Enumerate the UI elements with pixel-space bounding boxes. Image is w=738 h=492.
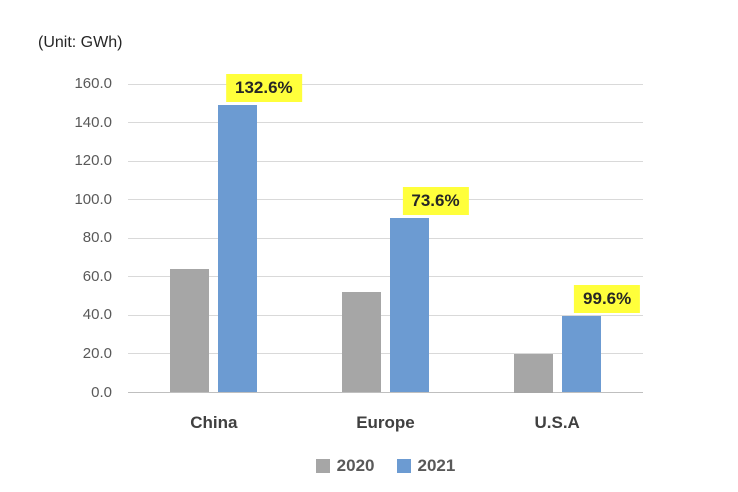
growth-label-china: 132.6% — [225, 73, 302, 102]
gridline — [128, 83, 643, 85]
gridline — [128, 122, 643, 124]
gridline — [128, 237, 643, 239]
category-label-usa: U.S.A — [534, 412, 580, 432]
y-axis-tick-label: 40.0 — [82, 306, 112, 324]
gridline — [128, 199, 643, 201]
gridline — [128, 276, 643, 278]
y-axis-tick-label: 140.0 — [74, 113, 112, 131]
bar-2021-europe — [390, 218, 429, 393]
y-axis-tick-label: 0.0 — [91, 383, 112, 401]
x-axis-line — [128, 392, 643, 393]
legend-item-2020: 2020 — [315, 456, 375, 476]
y-axis-tick-label: 100.0 — [74, 190, 112, 208]
legend-label-2021: 2021 — [417, 456, 456, 475]
legend-item-2021: 2021 — [396, 456, 456, 476]
legend: 2020 2021 — [128, 456, 643, 476]
y-axis-tick-label: 80.0 — [82, 229, 112, 247]
bar-2021-usa — [561, 315, 601, 393]
category-label-europe: Europe — [356, 412, 415, 432]
gridline — [128, 353, 643, 355]
gridline — [128, 314, 643, 316]
legend-swatch-2020 — [315, 459, 330, 473]
bar-2021-china — [218, 104, 258, 393]
y-axis-tick-label: 20.0 — [82, 344, 112, 362]
y-axis-tick-label: 120.0 — [74, 152, 112, 170]
bar-2020-europe — [342, 292, 381, 393]
bar-2020-usa — [513, 353, 553, 393]
unit-label: (Unit: GWh) — [38, 34, 123, 51]
gridline — [128, 160, 643, 162]
growth-label-usa: 99.6% — [574, 284, 641, 313]
category-label-china: China — [190, 412, 238, 432]
legend-swatch-2021 — [396, 459, 411, 473]
legend-label-2020: 2020 — [336, 456, 375, 475]
bar-2020-china — [170, 268, 210, 393]
y-axis-tick-label: 160.0 — [74, 75, 112, 92]
y-axis-tick-label: 60.0 — [82, 267, 112, 285]
growth-label-europe: 73.6% — [402, 187, 469, 216]
